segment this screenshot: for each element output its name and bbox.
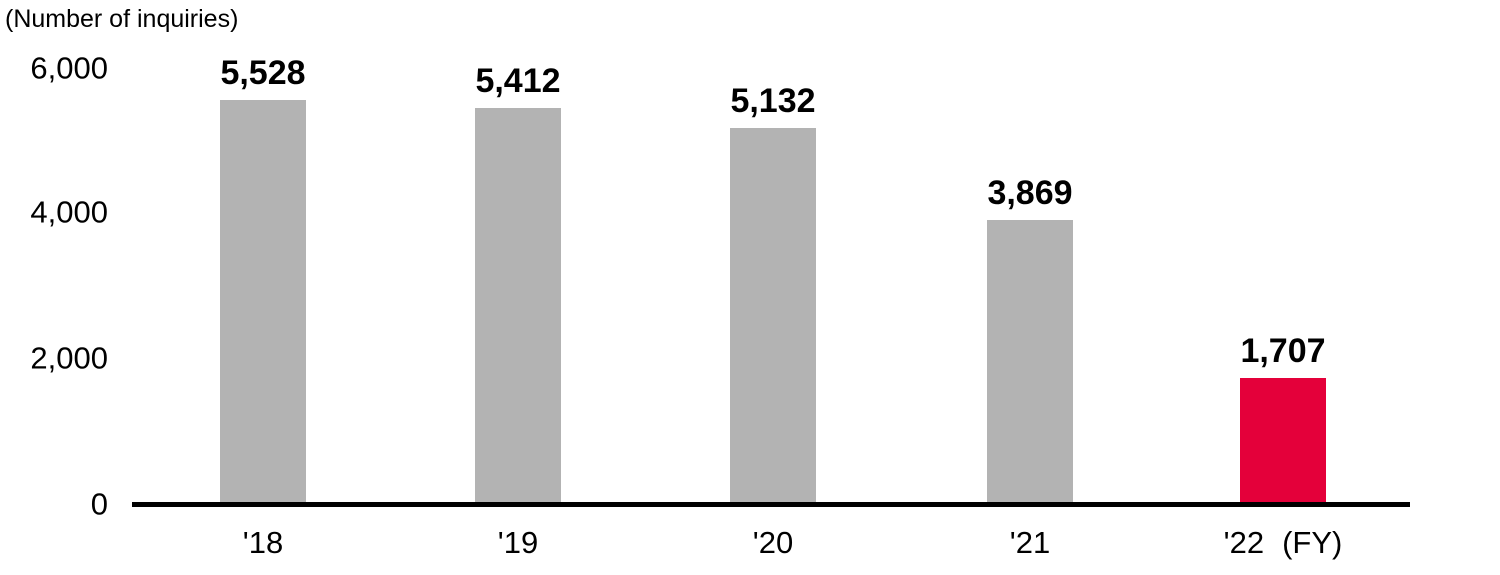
y-axis-unit-caption: (Number of inquiries) (5, 5, 239, 33)
x-axis-label-19: '19 (497, 525, 539, 560)
x-axis-label-22-text: '22 (1223, 525, 1265, 560)
y-axis-tick-2000: 2,000 (30, 340, 108, 376)
y-axis-tick-4000: 4,000 (30, 194, 108, 230)
bar-19[interactable] (475, 108, 561, 502)
y-axis-tick-0: 0 (90, 486, 108, 522)
x-axis-label-22: '22 (FY) (1173, 527, 1393, 558)
bar-value-21: 3,869 (987, 174, 1073, 212)
bar-value-18: 5,528 (220, 54, 306, 92)
bar-21[interactable] (987, 220, 1073, 502)
bar-18[interactable] (220, 100, 306, 502)
bar-value-20: 5,132 (730, 82, 816, 120)
bar-value-19: 5,412 (475, 62, 561, 100)
x-axis-label-18: '18 (242, 525, 284, 560)
bar-value-22: 1,707 (1240, 332, 1326, 370)
x-axis-line (132, 502, 1410, 507)
bar-22[interactable] (1240, 378, 1326, 502)
y-axis-tick-6000: 6,000 (30, 50, 108, 86)
bar-20[interactable] (730, 128, 816, 502)
plot-area: 5,528 5,412 5,132 3,869 1,707 '18 '19 '2… (132, 0, 1410, 575)
fy-note: (FY) (1282, 525, 1343, 560)
x-axis-label-20: '20 (752, 525, 794, 560)
x-axis-label-21: '21 (1009, 525, 1051, 560)
